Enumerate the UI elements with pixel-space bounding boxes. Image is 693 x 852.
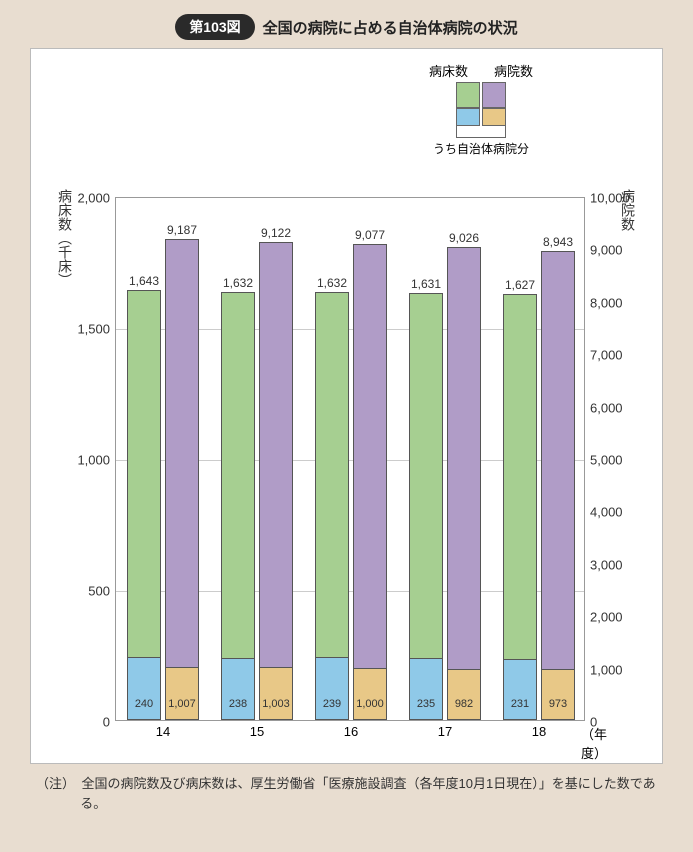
value-hosp-total: 9,026	[444, 231, 484, 245]
figure-title: 全国の病院に占める自治体病院の状況	[263, 17, 518, 38]
bar-beds-local	[409, 658, 443, 720]
x-tick-label: 16	[311, 720, 391, 739]
bar-hosp-local	[165, 667, 199, 720]
x-tick-label: 14	[123, 720, 203, 739]
figure-header: 第103図 全国の病院に占める自治体病院の状況	[0, 0, 693, 40]
note-text: 全国の病院数及び病床数は、厚生労働省「医療施設調査（各年度10月1日現在）」を基…	[80, 776, 655, 811]
value-hosp-local: 982	[447, 698, 481, 710]
legend-bracket	[456, 126, 506, 138]
value-beds-total: 1,643	[124, 274, 164, 288]
legend-sub-label: うち自治体病院分	[371, 140, 591, 157]
y-left-tick-label: 1,000	[77, 453, 116, 468]
x-tick-label: 18	[499, 720, 579, 739]
value-beds-local: 240	[127, 698, 161, 710]
bar-hosp-total	[165, 239, 199, 720]
value-beds-total: 1,632	[312, 276, 352, 290]
value-hosp-local: 1,000	[353, 698, 387, 710]
y-right-tick-label: 5,000	[584, 453, 623, 468]
bar-hosp-local	[259, 667, 293, 720]
bar-hosp-local	[353, 668, 387, 720]
bar-hosp-local	[447, 669, 481, 720]
note-prefix: （注）	[36, 776, 69, 791]
chart-panel: 病床数 病院数 うち自治体病院分 病床数（千床） 病院数 05001,0001,…	[30, 48, 663, 764]
bar-beds-total	[503, 294, 537, 720]
y-right-tick-label: 6,000	[584, 400, 623, 415]
legend-beds-label: 病床数	[429, 61, 468, 80]
y-right-tick-label: 2,000	[584, 610, 623, 625]
bar-beds-local	[127, 657, 161, 720]
bar-hosp-total	[541, 251, 575, 720]
legend: 病床数 病院数 うち自治体病院分	[371, 61, 591, 157]
x-tick-label: 15	[217, 720, 297, 739]
bar-beds-total	[221, 292, 255, 720]
value-hosp-local: 1,007	[165, 698, 199, 710]
footnote: （注） 全国の病院数及び病床数は、厚生労働省「医療施設調査（各年度10月1日現在…	[36, 774, 656, 813]
y-right-tick-label: 10,000	[584, 191, 630, 206]
bar-beds-total	[315, 292, 349, 720]
bar-beds-local	[315, 657, 349, 720]
value-hosp-total: 9,122	[256, 226, 296, 240]
bar-beds-local	[503, 659, 537, 720]
y-left-tick-label: 500	[88, 584, 116, 599]
y-right-tick-label: 9,000	[584, 243, 623, 258]
x-axis-unit: （年度）	[581, 720, 607, 762]
y-right-tick-label: 8,000	[584, 295, 623, 310]
x-tick-label: 17	[405, 720, 485, 739]
legend-swatch-hosp-total	[482, 82, 506, 108]
value-beds-total: 1,627	[500, 278, 540, 292]
bar-hosp-total	[259, 242, 293, 720]
legend-swatch-beds-total	[456, 82, 480, 108]
bar-hosp-total	[447, 247, 481, 720]
y-left-tick-label: 2,000	[77, 191, 116, 206]
y-left-tick-label: 0	[103, 715, 116, 730]
value-hosp-total: 9,077	[350, 228, 390, 242]
figure-badge: 第103図	[175, 14, 254, 40]
y-right-tick-label: 1,000	[584, 662, 623, 677]
value-hosp-total: 8,943	[538, 235, 578, 249]
value-beds-total: 1,631	[406, 277, 446, 291]
value-hosp-local: 973	[541, 698, 575, 710]
value-hosp-total: 9,187	[162, 223, 202, 237]
bar-hosp-total	[353, 244, 387, 720]
bar-beds-total	[127, 290, 161, 720]
value-hosp-local: 1,003	[259, 698, 293, 710]
value-beds-local: 238	[221, 698, 255, 710]
y-left-tick-label: 1,500	[77, 322, 116, 337]
bar-beds-total	[409, 293, 443, 720]
bar-beds-local	[221, 658, 255, 720]
y-right-tick-label: 3,000	[584, 557, 623, 572]
plot-area: 05001,0001,5002,00001,0002,0003,0004,000…	[115, 197, 585, 721]
y-right-tick-label: 7,000	[584, 348, 623, 363]
legend-hosp-label: 病院数	[494, 61, 533, 80]
value-beds-local: 231	[503, 698, 537, 710]
value-beds-local: 235	[409, 698, 443, 710]
y-left-axis-title: 病床数（千床）	[55, 189, 75, 287]
legend-swatch-hosp-local	[482, 108, 506, 126]
y-right-tick-label: 4,000	[584, 505, 623, 520]
legend-swatch-beds-local	[456, 108, 480, 126]
value-beds-total: 1,632	[218, 276, 258, 290]
value-beds-local: 239	[315, 698, 349, 710]
legend-swatches	[371, 82, 591, 126]
bar-hosp-local	[541, 669, 575, 720]
